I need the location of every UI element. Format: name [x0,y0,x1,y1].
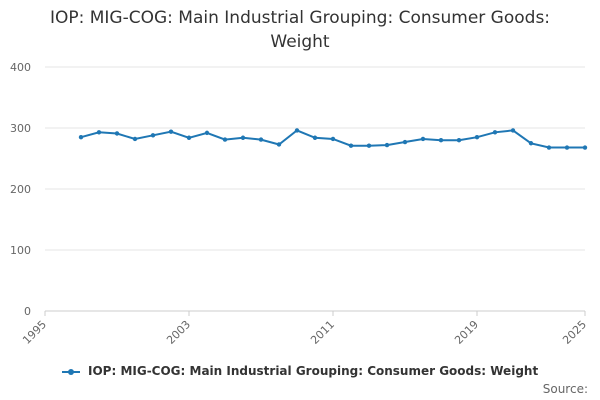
data-point [258,137,264,142]
data-point [96,130,102,135]
x-axis: 1995 2003 2011 2019 2025 [20,311,589,347]
data-point [348,143,354,148]
y-tick-label: 300 [10,122,31,135]
data-point [492,130,498,135]
data-point [168,129,174,134]
x-tick-label: 2019 [452,318,481,347]
data-point [150,133,156,138]
data-point [420,136,426,142]
data-point [132,136,138,142]
chart-title: IOP: MIG-COG: Main Industrial Grouping: … [0,6,600,54]
gridlines [45,66,585,312]
data-point [438,138,444,143]
data-point [312,135,318,140]
data-point [276,142,282,147]
x-tick-label: 2003 [164,318,193,347]
x-tick-label: 2025 [560,318,589,347]
legend-label: IOP: MIG-COG: Main Industrial Grouping: … [88,364,539,378]
data-point [582,145,588,150]
series-line-group [78,128,588,150]
data-point [186,135,192,140]
data-point [546,145,552,150]
data-point [366,143,372,148]
data-point [330,136,336,142]
data-point [204,130,210,136]
data-point [114,131,120,136]
y-tick-label: 100 [10,244,31,257]
data-point [528,141,534,146]
legend-line-marker-icon [61,367,80,377]
legend[interactable]: IOP: MIG-COG: Main Industrial Grouping: … [0,364,600,378]
data-point [240,135,246,140]
y-axis-ticks: 0 100 200 300 400 [10,61,31,318]
data-point [222,137,228,142]
data-point [402,139,408,145]
y-tick-label: 400 [10,61,31,74]
y-tick-label: 0 [24,305,31,318]
chart-title-line-2: Weight [270,32,330,52]
x-tick-label: 1995 [20,318,49,347]
data-point [384,142,390,148]
data-point [474,134,480,140]
data-point [294,128,300,133]
x-tick-label: 2011 [308,318,337,347]
data-point [510,128,516,133]
source-label: Source: [542,382,588,396]
data-point [456,138,462,143]
data-point [78,134,84,140]
data-point [564,145,570,150]
chart-title-line-1: IOP: MIG-COG: Main Industrial Grouping: … [49,8,551,28]
y-tick-label: 200 [10,183,31,196]
